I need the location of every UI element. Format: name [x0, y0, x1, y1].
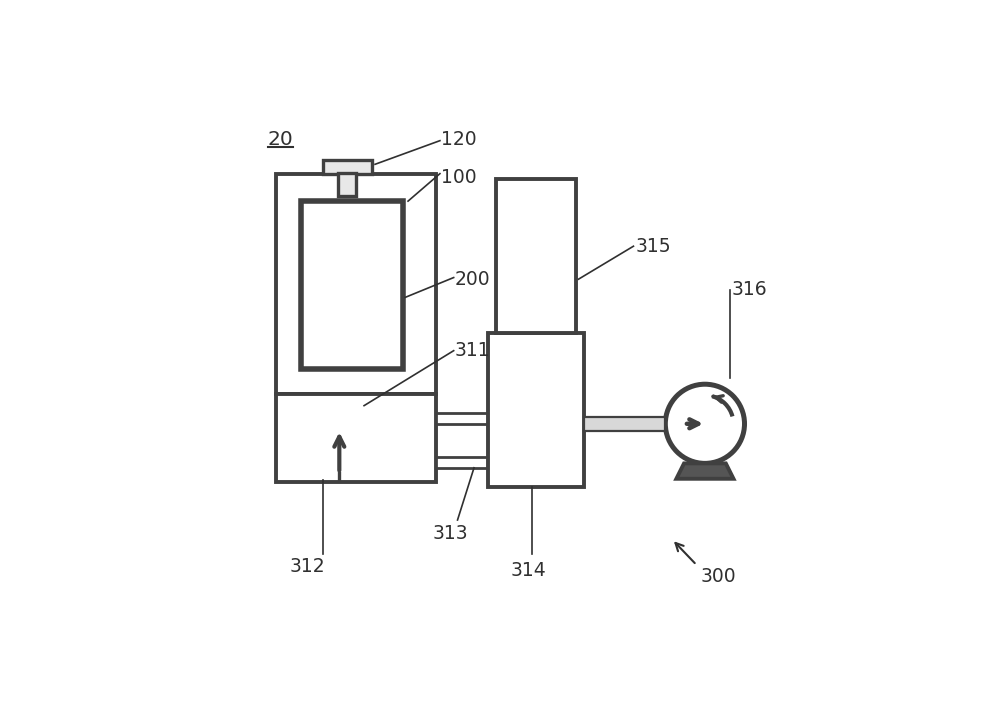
- Bar: [436, 457, 488, 468]
- Bar: [436, 413, 488, 424]
- Text: 314: 314: [511, 561, 547, 580]
- Text: 315: 315: [635, 237, 671, 256]
- Bar: [496, 179, 576, 333]
- Text: 100: 100: [441, 168, 477, 187]
- Text: 316: 316: [731, 280, 767, 298]
- Bar: [338, 173, 356, 196]
- Text: 313: 313: [433, 524, 468, 543]
- Bar: [276, 393, 436, 481]
- Text: 311: 311: [455, 341, 490, 360]
- Text: 20: 20: [268, 130, 294, 149]
- Bar: [584, 417, 665, 431]
- Text: 300: 300: [701, 567, 736, 585]
- Bar: [323, 160, 372, 174]
- Bar: [301, 201, 403, 369]
- Polygon shape: [676, 463, 734, 479]
- Bar: [276, 174, 436, 393]
- Text: 120: 120: [441, 130, 477, 149]
- Bar: [488, 333, 584, 487]
- Text: 200: 200: [455, 270, 490, 288]
- Text: 312: 312: [290, 557, 325, 576]
